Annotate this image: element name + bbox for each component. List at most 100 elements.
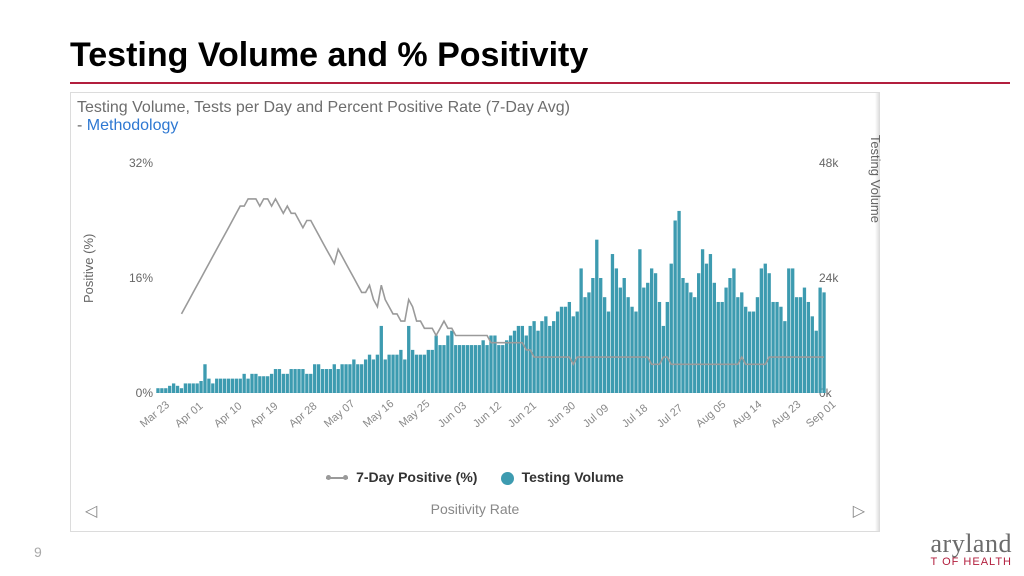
volume-bar <box>803 288 806 393</box>
ytick-left: 0% <box>136 386 153 400</box>
volume-bar <box>231 379 234 393</box>
volume-bar <box>423 355 426 393</box>
page-title: Testing Volume and % Positivity <box>70 36 588 75</box>
volume-bar <box>203 364 206 393</box>
chart-subtitle-block: Testing Volume, Tests per Day and Percen… <box>77 99 570 135</box>
volume-bar <box>227 379 230 393</box>
volume-bar <box>818 288 821 393</box>
volume-bar <box>517 326 520 393</box>
volume-bar <box>474 345 477 393</box>
volume-bar <box>779 307 782 393</box>
volume-bar <box>438 345 441 393</box>
volume-bar <box>184 383 187 393</box>
volume-bar <box>560 307 563 393</box>
volume-bar <box>529 326 532 393</box>
volume-bar <box>536 331 539 393</box>
axis-left-label: Positive (%) <box>81 234 96 303</box>
volume-bar <box>278 369 281 393</box>
volume-bar <box>344 364 347 393</box>
xtick-label: Aug 05 <box>694 399 728 431</box>
volume-bar <box>764 264 767 393</box>
volume-bar <box>501 345 504 393</box>
nav-next-icon[interactable]: ▷ <box>853 501 865 521</box>
volume-bar <box>611 254 614 393</box>
volume-bar <box>677 211 680 393</box>
volume-bar <box>760 268 763 393</box>
footer-caption: Positivity Rate <box>71 501 879 517</box>
panel-footer: ◁ Positivity Rate ▷ <box>71 495 879 525</box>
volume-bar <box>619 288 622 393</box>
volume-bar <box>591 278 594 393</box>
volume-bar <box>156 388 159 393</box>
volume-bar <box>740 292 743 393</box>
slide-page-number: 9 <box>34 544 42 560</box>
volume-bar <box>744 307 747 393</box>
xtick-label: Aug 14 <box>730 399 764 431</box>
legend-series-1: 7-Day Positive (%) <box>356 469 477 485</box>
volume-bar <box>642 288 645 393</box>
volume-bar <box>771 302 774 393</box>
volume-bar <box>709 254 712 393</box>
xtick-label: Apr 01 <box>173 400 206 430</box>
volume-bar <box>654 273 657 393</box>
volume-bar <box>352 359 355 393</box>
volume-bar <box>521 326 524 393</box>
volume-bar <box>705 264 708 393</box>
volume-bar <box>548 326 551 393</box>
volume-bar <box>293 369 296 393</box>
volume-bar <box>626 297 629 393</box>
volume-bar <box>572 316 575 393</box>
xtick-label: Jul 18 <box>620 402 650 430</box>
volume-bar <box>579 268 582 393</box>
axis-left-ticks: 0%16%32% <box>121 163 153 393</box>
volume-bar <box>525 336 528 394</box>
volume-bar <box>239 379 242 393</box>
volume-bar <box>658 302 661 393</box>
volume-bar <box>701 249 704 393</box>
xtick-label: May 25 <box>397 398 432 430</box>
volume-bar <box>607 312 610 393</box>
legend-dot-swatch <box>501 472 514 485</box>
volume-bar <box>360 364 363 393</box>
volume-bar <box>638 249 641 393</box>
volume-bar <box>670 264 673 393</box>
brand-text-2: T OF HEALTH <box>931 557 1013 568</box>
xtick-label: May 16 <box>361 398 396 430</box>
volume-bar <box>286 374 289 393</box>
volume-bar <box>470 345 473 393</box>
volume-bar <box>756 297 759 393</box>
volume-bar <box>290 369 293 393</box>
methodology-link[interactable]: Methodology <box>87 117 179 134</box>
volume-bar <box>282 374 285 393</box>
volume-bar <box>415 355 418 393</box>
xtick-label: Jul 09 <box>581 402 611 430</box>
volume-bar <box>646 283 649 393</box>
ytick-left: 16% <box>129 271 153 285</box>
volume-bar <box>419 355 422 393</box>
volume-bar <box>254 374 257 393</box>
volume-bar <box>752 312 755 393</box>
volume-bar <box>372 359 375 393</box>
volume-bar <box>317 364 320 393</box>
volume-bar <box>689 292 692 393</box>
subtitle-dash: - <box>77 117 87 134</box>
volume-bar <box>681 278 684 393</box>
volume-bar <box>391 355 394 393</box>
volume-bar <box>478 345 481 393</box>
volume-bar <box>454 345 457 393</box>
volume-bar <box>505 340 508 393</box>
volume-bar <box>266 376 269 393</box>
volume-bar <box>634 312 637 393</box>
volume-bar <box>775 302 778 393</box>
volume-bar <box>270 374 273 393</box>
volume-bar <box>599 278 602 393</box>
volume-bar <box>450 331 453 393</box>
volume-bar <box>807 302 810 393</box>
volume-bar <box>399 350 402 393</box>
volume-bar <box>650 268 653 393</box>
volume-bar <box>822 292 825 393</box>
volume-bar <box>630 307 633 393</box>
volume-bar <box>603 297 606 393</box>
volume-bar <box>721 302 724 393</box>
volume-bar <box>199 381 202 393</box>
